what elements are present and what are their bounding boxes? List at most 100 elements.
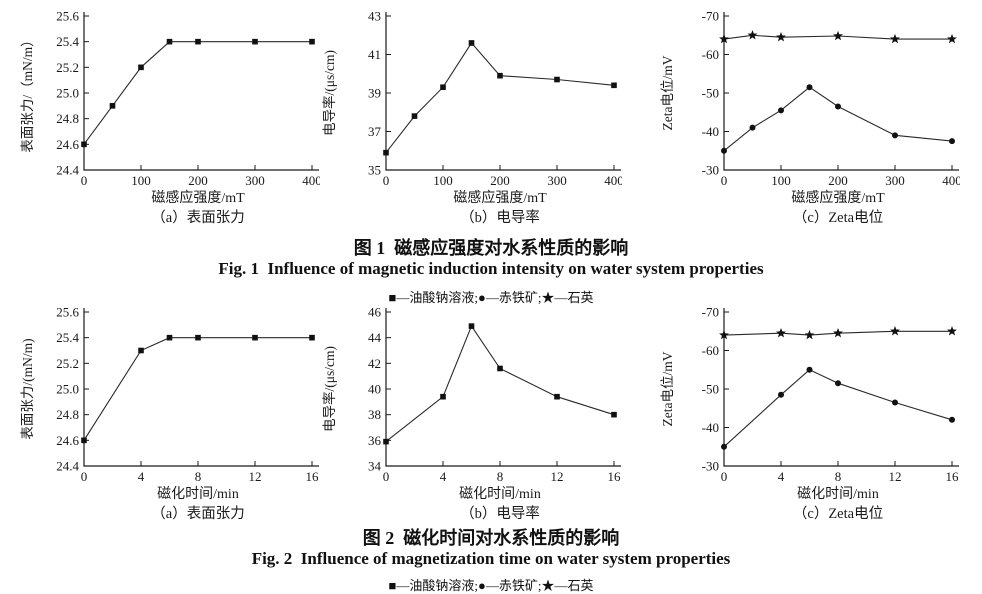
x-tick-label: 100 [771,173,791,188]
square-marker [195,334,201,341]
y-tick-label: -50 [702,382,719,397]
star-marker [776,327,786,338]
x-tick-label: 200 [188,173,208,188]
y-tick-label: 41 [368,47,381,62]
square-marker [468,40,475,46]
chart-fig2c-zeta-potential: -70 -60 -50 -40 -30 0 4 8 12 16 磁化时间/min Zeta电位/m… [660,304,960,526]
y-tick-label: 43 [368,9,381,24]
fig1b-plot-layer: 35 37 39 41 43 0 100 200 300 400 [368,9,622,189]
figure-1-caption-zh: 图 1 磁感应强度对水系性质的影响 [353,238,629,258]
star-marker [747,30,758,40]
square-marker [440,393,446,400]
figure-2-caption-en: Fig. 2 Influence of magnetization time o… [251,549,731,568]
x-tick-label: 100 [131,173,151,188]
fig1c-x-axis-label: 磁感应强度/mT [791,189,885,206]
figure-2-legend: ■—油酸钠溶液;●—赤铁矿;★—石英 [388,578,594,593]
y-tick-label: 25.0 [56,86,79,101]
x-tick-label: 200 [828,173,848,188]
circle-marker [949,138,955,145]
circle-marker [778,391,784,398]
square-marker [166,334,173,341]
y-tick-label: 24.6 [56,433,79,448]
star-marker [776,31,786,42]
x-tick-label: 12 [551,469,564,484]
axes [385,12,621,171]
x-tick-label: 300 [885,173,905,188]
circle-marker [721,443,727,450]
fig2c-plot-layer: -70 -60 -50 -40 -300 4 8 12 16 [702,305,960,484]
fig2b-plot-canvas: 34 36 38 40 42 44 46 0 4 8 12 16 磁化时间/min 电导率/(μs/c… [322,305,621,522]
y-tick-label: -70 [702,9,719,24]
y-tick-label: 24.8 [56,111,79,126]
fig2c-y-axis-label: Zeta电位/mV [660,351,675,426]
square-marker [81,437,87,444]
star-marker [890,326,900,336]
series-line-circle [723,86,953,152]
y-tick-label: -40 [702,420,719,435]
fig1b-x-axis-label: 磁感应强度/mT [453,189,547,206]
x-tick-label: 400 [942,173,960,188]
square-marker [611,82,617,89]
y-tick-label: 25.6 [56,9,79,24]
square-marker [252,38,258,45]
fig2c-subcaption: （c）Zeta电位 [793,505,883,522]
x-tick-label: 400 [302,173,320,188]
square-marker [309,38,315,45]
figure-2-charts-row: 24.4 24.6 24.8 25.0 25.2 25.4 25.6 0 4 8 12 16 磁化时间… [0,304,982,526]
y-tick-label: 24.6 [56,137,79,152]
axes [83,308,319,467]
star-marker [833,30,843,41]
figure-1-legend: ■—油酸钠溶液;●—赤铁矿;★—石英 [388,290,594,305]
fig2a-y-axis-label: 表面张力/(mN/m) [20,338,35,439]
x-tick-label: 8 [195,469,202,484]
y-tick-label: 42 [368,356,381,371]
y-tick-label: 39 [368,86,381,101]
series-line-circle [723,369,953,448]
circle-marker [749,124,756,131]
circle-marker [949,416,955,423]
x-tick-label: 4 [778,469,785,484]
square-marker [440,84,446,91]
fig1c-subcaption: （c）Zeta电位 [793,209,883,226]
fig1c-plot-layer: -70 -60 -50 -40 -300 100 200 300 400 [702,9,960,189]
x-tick-label: 12 [249,469,262,484]
y-tick-label: -70 [702,305,719,320]
circle-marker [721,147,727,154]
square-marker [497,365,503,372]
fig1a-y-axis-label: 表面张力/（mN/m） [20,33,35,152]
axes [385,308,621,467]
fig1a-plot-layer: 24.4 24.6 24.8 25.0 25.2 25.4 25.6 0 100 200 300 40… [56,9,320,189]
fig2b-subcaption: （b）电导率 [460,505,540,522]
circle-marker [835,380,841,387]
fig1b-subcaption: （b）电导率 [460,209,540,226]
y-tick-label: -60 [702,47,719,62]
fig2c-plot-canvas: -70 -60 -50 -40 -300 4 8 12 16 磁化时间/min Zeta电位/m… [660,305,960,522]
series-line-square [83,337,312,441]
circle-marker [835,103,841,110]
fig1b-y-axis-label: 电导率/(μs/cm) [322,50,337,136]
y-tick-label: 35 [368,163,381,178]
x-tick-label: 8 [835,469,842,484]
x-tick-label: 0 [721,173,728,188]
circle-marker [778,107,784,114]
square-marker [252,334,258,341]
chart-fig2b-conductivity: 34 36 38 40 42 44 46 0 4 8 12 16 磁化时间/min 电导率/(μs/c… [322,304,622,526]
y-tick-label: 24.4 [56,459,79,474]
chart-fig1c-zeta-potential: -70 -60 -50 -40 -30 0 100 200 300 400 磁感应强度/mT Ze… [660,8,960,230]
series-line-star [723,330,952,336]
square-marker [309,334,315,341]
fig2b-plot-layer: 34 36 38 40 42 44 46 0 4 8 12 16 [368,305,621,484]
y-tick-label: 25.2 [56,356,79,371]
y-tick-label: 46 [368,305,382,320]
star-marker [947,33,957,44]
fig2a-x-axis-label: 磁化时间/min [157,486,239,502]
y-tick-label: 38 [368,407,381,422]
chart-fig1a-surface-tension: 24.4 24.6 24.8 25.0 25.2 25.4 25.6 0 100 200 300 40… [20,8,320,230]
x-tick-label: 12 [889,469,902,484]
y-tick-label: 25.2 [56,60,79,75]
x-tick-label: 400 [604,173,622,188]
square-marker [195,38,201,45]
x-tick-label: 16 [946,469,960,484]
fig2b-y-axis-label: 电导率/(μs/cm) [322,346,337,432]
